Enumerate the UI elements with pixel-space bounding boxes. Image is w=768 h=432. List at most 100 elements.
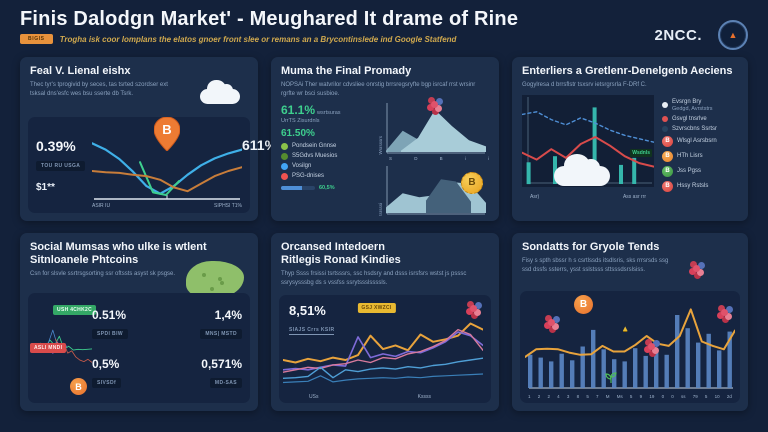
- panel4-title-line1: Social Mumsas who ulke is wtlent: [30, 241, 207, 253]
- stat-badge: MNS| MSTD: [200, 328, 242, 339]
- panel3-desc: Gogylresa d brrsflstr tsxsrv ietsrgrsrla…: [522, 82, 647, 89]
- legend-coin-icon: B: [662, 180, 673, 192]
- seal-triangle-icon: ▲: [728, 29, 738, 40]
- panel3-legend: Evsrgn Bry Gedgd, Avrststrs Gsvgl tnsrlve…: [662, 95, 738, 200]
- panel-price-dip: Feal V. Lienal eishx Thec tyr's tprogivi…: [20, 57, 277, 221]
- flower-cluster-icon: [693, 265, 700, 272]
- stat-bottom-left: 0,5% SIVSDf: [92, 357, 182, 389]
- legend-item: Pondsein Gnnse: [281, 142, 373, 150]
- mountain-chart-2: tsrsssi B: [378, 165, 489, 216]
- panel5-title-line1: Orcansed Intedoern: [281, 241, 385, 253]
- legend-coin-icon: B: [662, 135, 673, 147]
- panel-denelgenb: Enterliers a Gretlenr-Denelgenb Aeciens …: [512, 57, 748, 221]
- panel-google-trends: Sondatts for Gryole Tends Fisy s spth sb…: [512, 233, 748, 411]
- page-subtitle: Trogha isk coor lomplans the elatos gnoe…: [59, 34, 457, 44]
- panel2-legend: Pondsein Gnnse S5Gdvs Muesios Vosilgn: [281, 142, 373, 180]
- legend-dot: [281, 142, 288, 150]
- legend-sublabel: Gedgd, Avrststrs: [672, 105, 713, 112]
- trends-bars-svg: [525, 308, 735, 389]
- panel1-title: Feal V. Lienal eishx: [30, 65, 131, 77]
- progress-bar: [281, 185, 315, 190]
- panel2-stats: 61.1% wsrtsuras UrrTS Zisurdnls 61.50% Po…: [281, 103, 373, 216]
- panel2-title: Muma the Final Promady: [281, 65, 412, 77]
- green-blob-icon: [186, 261, 244, 299]
- legend-label: Jss Pgss: [677, 168, 702, 175]
- legend-label: Hssy Rstsls: [677, 183, 709, 190]
- stat-value-right: 611%: [242, 137, 278, 153]
- sprout-icon: [604, 371, 618, 389]
- yellow-tag: GSJ XWZCI: [357, 303, 396, 313]
- stat-top-right: 1,4% MNS| MSTD: [200, 308, 242, 340]
- legend-label: S5Gdvs Muesios: [292, 153, 338, 160]
- panel5-stat: 8,51% SIAJS Crrs KSIR: [289, 303, 335, 336]
- seal-icon: ▲: [718, 20, 748, 50]
- legend-coin-icon: B: [662, 165, 673, 177]
- stat-badge: SIAJS Crrs KSIR: [289, 327, 335, 335]
- panel5-title-line2: Ritlegis Ronad Kindies: [281, 254, 401, 267]
- bitcoin-coin-icon: B: [574, 295, 593, 314]
- legend-dot: [662, 102, 668, 109]
- panel5-x-labels: USs Kssss: [309, 394, 431, 400]
- legend-item: B Hssy Rstsls: [662, 180, 738, 192]
- subtitle-row: BIGIS Trogha isk coor lomplans the elato…: [20, 34, 518, 44]
- legend-dot: [281, 162, 288, 170]
- stat-value: 8,51%: [289, 303, 326, 318]
- legend-label: Pondsein Gnnse: [292, 143, 337, 150]
- stat-value: 0,5%: [92, 356, 120, 371]
- header-badge: BIGIS: [20, 34, 53, 44]
- x-label: SIPHSI T1%: [214, 203, 242, 209]
- y-axis-label: Wsrsssrs: [378, 136, 383, 155]
- red-tag: ASLI MNDI: [30, 343, 67, 353]
- stat-bottom-right: 0,571% MD-SAS: [201, 357, 242, 389]
- legend-label: HTh Lisrs: [677, 153, 703, 160]
- panel3-title: Enterliers a Gretlenr-Denelgenb Aeciens: [522, 65, 733, 77]
- panel-ronad-kindies: Orcansed Intedoern Ritlegis Ronad Kindie…: [271, 233, 499, 411]
- legend-item: B HTh Lisrs: [662, 150, 738, 162]
- x-label: USs: [309, 394, 319, 400]
- legend-item: Evsrgn Bry Gedgd, Avrststrs: [662, 99, 738, 112]
- panel6-ticks: 1 2 2 4 3 8 5 7 M Ms 5 9 19 0 0 ss 79 5 10 2d: [528, 394, 732, 399]
- panel1-chart-card: 0.39% TOU RU USGA $1** B: [28, 116, 277, 213]
- climber-icon: [431, 100, 438, 108]
- header: Finis Dalodgn Market' - Meughared It dra…: [0, 0, 768, 50]
- panel3-x-labels: Asr) Ass asr rrr: [522, 194, 654, 200]
- cloud-icon: [554, 154, 610, 186]
- panel-social-phtcoins: Social Mumsas who ulke is wtlent Sitnloa…: [20, 233, 258, 411]
- stat-value: 1,4%: [214, 307, 242, 322]
- panel2-desc: NOPSAi Ther watvrilor cdvsliee onrstig b…: [281, 82, 476, 97]
- stat-badge: SIVSDf: [92, 377, 122, 388]
- panel-grid: Feal V. Lienal eishx Thec tyr's tprogivi…: [0, 50, 768, 411]
- legend-coin-icon: B: [662, 150, 673, 162]
- kindies-lines-svg: [283, 322, 483, 384]
- panel3-body: Wsdnls Asr) Ass asr rrr Evsrgn Bry Gedgd,…: [521, 94, 738, 200]
- progress-label: 60,5%: [319, 184, 335, 191]
- panel1-chart: B ASIR IU SIPHSI T1%: [92, 116, 242, 209]
- legend-label: Evsrgn Bry Gedgd, Avrststrs: [672, 98, 713, 112]
- legend-item: B Jss Pgss: [662, 165, 738, 177]
- panel2-body: 61.1% wsrtsuras UrrTS Zisurdnls 61.50% Po…: [281, 100, 489, 216]
- mountain-svg-2: [385, 165, 486, 215]
- green-stat-value: 61.1%: [281, 102, 316, 117]
- legend-label: PSG-dnises: [292, 173, 325, 180]
- mountain-chart-1: Wsrsssrs: [378, 100, 489, 155]
- legend-item: Szvrscbns Ssrtsr: [662, 125, 738, 132]
- stat-secondary: $1**: [36, 181, 55, 193]
- stat-value: 0,571%: [201, 356, 242, 371]
- up-arrow-icon: ▲: [621, 324, 630, 333]
- x-label: Asr): [530, 193, 540, 200]
- legend-item: S5Gdvs Muesios: [281, 152, 373, 160]
- panel4-desc: Csn for slsvle ssrtrsgsorting ssr oftsst…: [30, 271, 176, 278]
- panel4-chart-card: 0.51% SPDI BIW USH 4CHK2C ASLI MNDI B 1,…: [28, 293, 250, 403]
- green-stat-2: 61.50%: [281, 127, 315, 139]
- panel5-chart-card: 8,51% SIAJS Crrs KSIR GSJ XWZCI USs Ksss…: [279, 295, 491, 403]
- progress-row: 60,5%: [281, 185, 373, 191]
- panel3-chart: Wsdnls Asr) Ass asr rrr: [521, 94, 655, 200]
- bitcoin-pin-icon: B: [153, 116, 181, 156]
- page-title: Finis Dalodgn Market' - Meughared It dra…: [20, 8, 519, 30]
- flower-cluster-icon: [548, 319, 555, 326]
- green-stat-sub: UrrTS Zisurdnls: [281, 117, 320, 124]
- legend-label: Vosilgn: [292, 163, 312, 170]
- stat-badge: MD-SAS: [209, 377, 242, 388]
- x-label: Kssss: [417, 394, 431, 400]
